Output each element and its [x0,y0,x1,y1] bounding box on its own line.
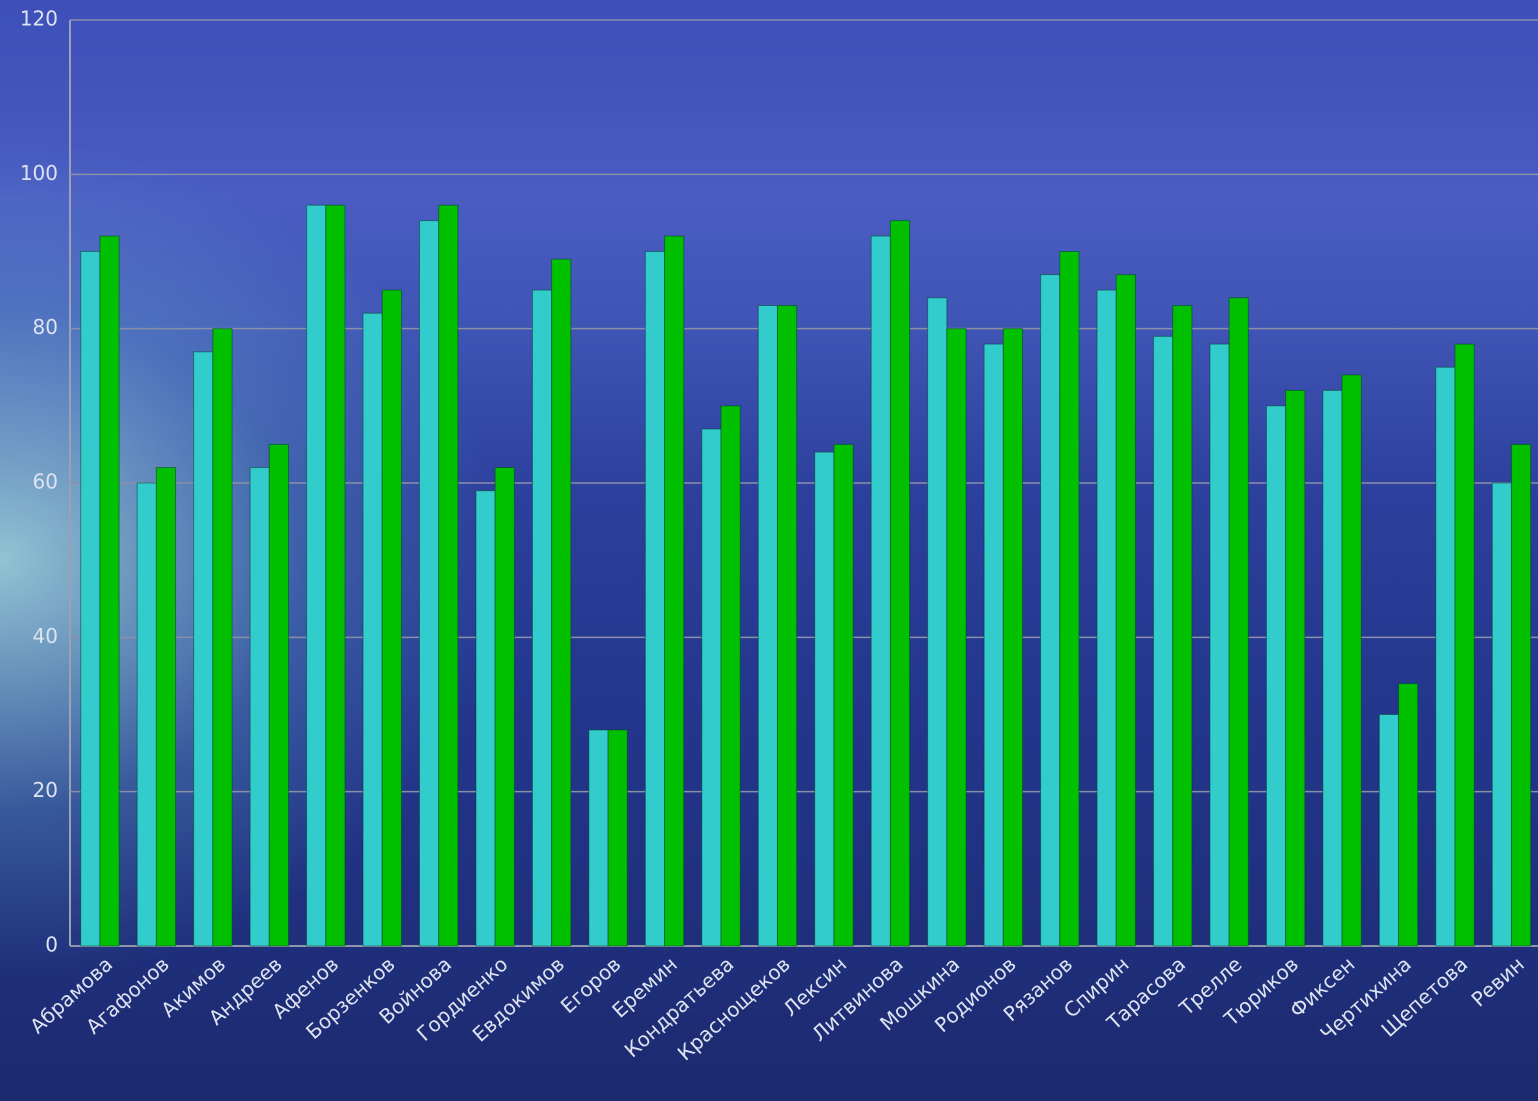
bar [1454,343,1475,947]
bar [1059,251,1080,947]
bar [1322,389,1343,947]
bar [1115,274,1136,947]
bar [1341,374,1362,947]
bar [757,305,778,947]
bar [494,467,515,947]
bar [381,289,402,947]
bar [80,251,101,947]
bar [927,297,948,947]
bar [268,443,290,947]
y-tick-label: 100 [20,161,58,185]
bar [1152,335,1174,947]
bar [362,312,383,947]
bar [946,328,967,947]
bar [889,220,911,947]
bar [701,428,722,947]
bar [193,351,214,947]
bar [475,490,496,947]
bar [1435,366,1456,947]
bar [1285,389,1306,947]
y-tick-label: 80 [33,315,58,339]
bar [814,451,835,947]
x-tick-label: Ревин [1466,952,1528,1011]
y-tick-label: 120 [20,7,58,31]
bar [1002,328,1024,947]
bar [418,220,440,947]
bar [1209,343,1230,947]
bar [607,729,628,947]
bar [1398,683,1419,947]
y-tick-label: 60 [33,470,58,494]
bar [664,235,685,947]
bar [551,258,572,947]
bar [99,235,120,947]
bar [438,204,459,947]
bar [325,204,346,947]
bar [776,305,798,947]
bar [588,729,609,947]
bar [136,482,157,947]
bar [155,467,177,947]
bar [983,343,1004,947]
y-tick-label: 0 [45,933,58,957]
bar [644,251,666,947]
bar [212,328,233,947]
bar [1040,274,1061,947]
bar [833,443,854,947]
y-tick-label: 40 [33,624,58,648]
bar [1228,297,1249,947]
bar [720,405,741,947]
bar [306,204,327,947]
bar [1491,482,1512,947]
bar [1510,443,1532,947]
bar [249,467,270,947]
bar [870,235,891,947]
bar [1172,305,1193,947]
bar [1265,405,1287,947]
bar [1378,714,1400,947]
y-tick-label: 20 [33,778,58,802]
bar [531,289,553,947]
bar [1096,289,1117,947]
